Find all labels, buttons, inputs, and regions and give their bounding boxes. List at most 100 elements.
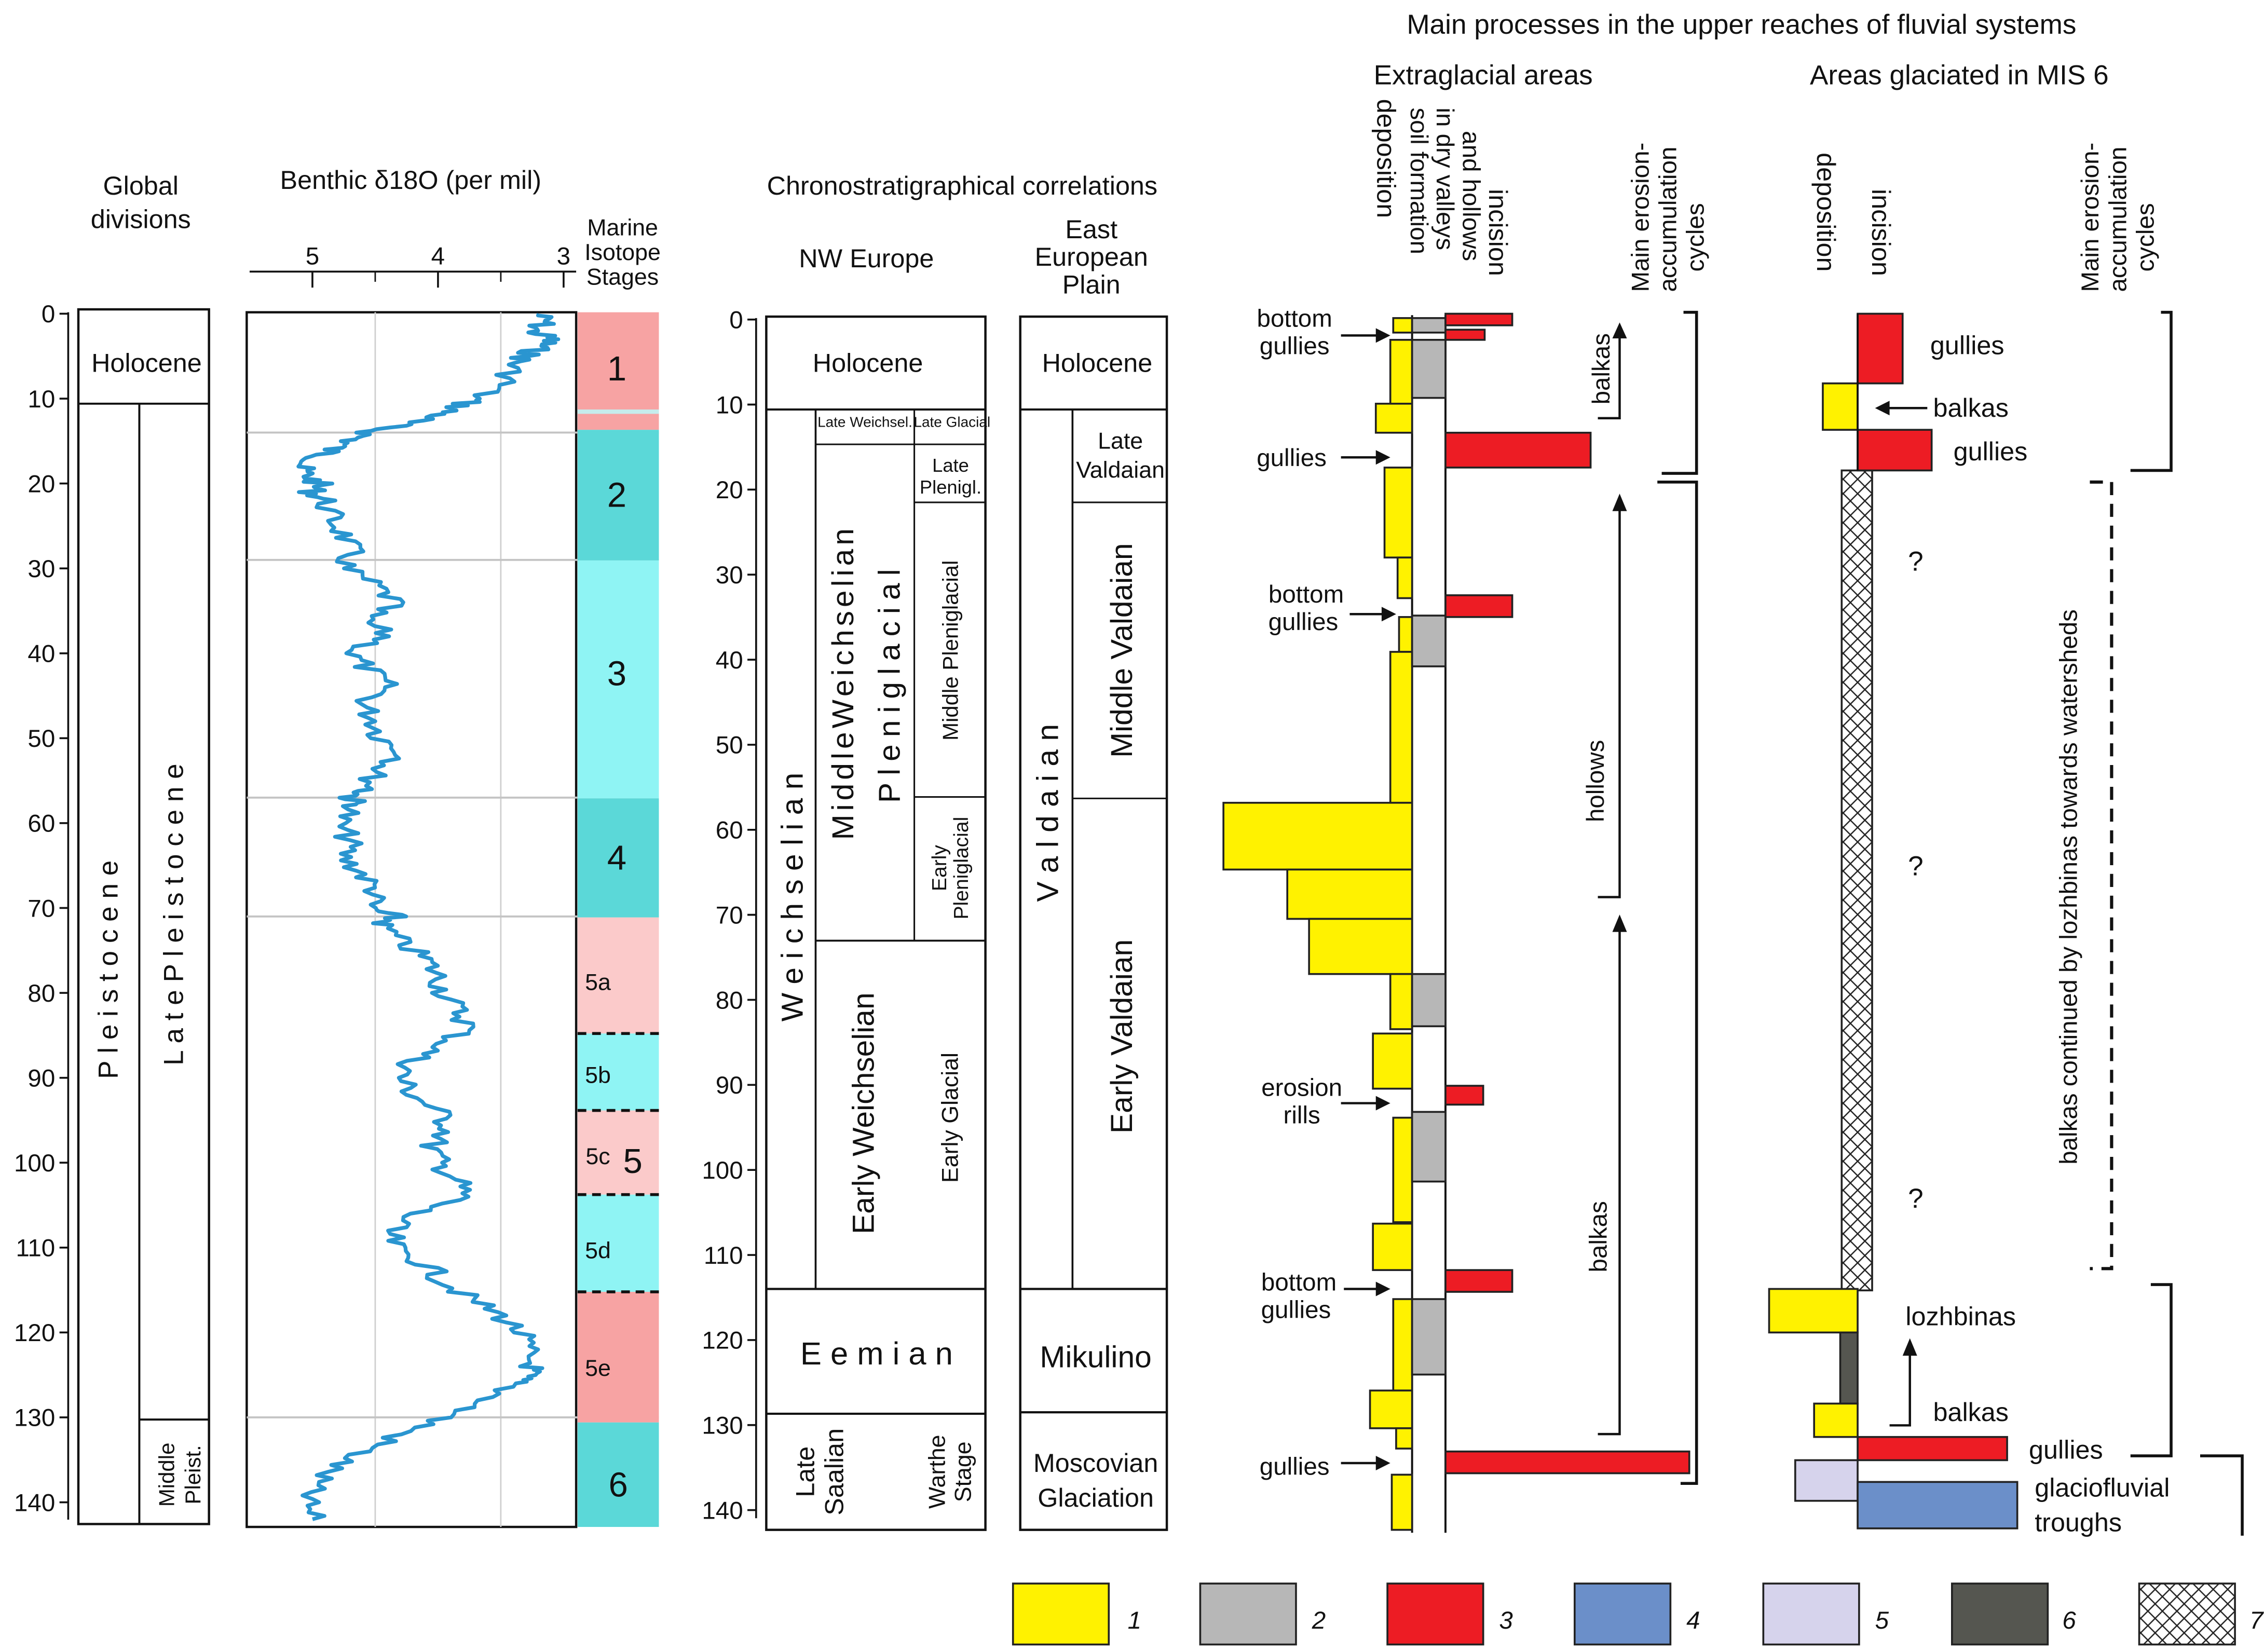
cycle-arrow-hollows (1598, 508, 1621, 898)
glaciated-gullies-1: gullies (1930, 331, 2004, 360)
ee-moscovian-2: Glaciation (1038, 1483, 1154, 1512)
age-axis-chrono-tick-label: 120 (702, 1327, 743, 1355)
mis-label-6: 6 (608, 1465, 628, 1504)
main-title: Main processes in the upper reaches of f… (1407, 9, 2076, 40)
legend-swatch-3 (1386, 1582, 1484, 1646)
age-axis-left-tick-label: 60 (28, 810, 55, 838)
extra-dep-bar (1389, 338, 1413, 405)
nw-holocene: Holocene (813, 348, 923, 377)
glaciated-hatched-bar (1840, 469, 1873, 1292)
extra-incision-bar (1444, 1450, 1690, 1474)
glaciated-col-cycles-2: accumulation (2104, 147, 2132, 292)
extra-incision-bar (1444, 329, 1486, 341)
ee-plain-header-1: East (1065, 214, 1117, 244)
age-axis-left-tick-label: 0 (42, 301, 55, 328)
nw-late-saalian-1: Late (790, 1446, 820, 1497)
age-axis-left-tick-label: 40 (28, 640, 55, 668)
extra-soil-bar (1411, 1111, 1447, 1183)
extra-dep-bar (1383, 467, 1413, 559)
cycle-arrow-head (1612, 494, 1627, 511)
cycle-balkas-top: balkas (1588, 333, 1615, 404)
extra-erosion-rills-1: erosion (1261, 1074, 1342, 1102)
glaciated-incision-bar (1857, 312, 1904, 385)
glaciated-glaciofluvial-2: troughs (2035, 1507, 2122, 1537)
age-axis-chrono-tick-label: 30 (716, 562, 743, 589)
extra-dep-bar (1395, 1427, 1413, 1450)
age-axis-left-tick-label: 50 (28, 725, 55, 753)
age-axis-chrono-tick-label: 10 (716, 391, 743, 419)
legend-swatch-4 (1574, 1582, 1672, 1646)
extra-col-cycles-3: cycles (1682, 203, 1710, 271)
ee-valdaian: V a l d a i a n (1031, 724, 1065, 902)
age-axis-chrono-tick-label: 90 (716, 1072, 743, 1099)
glaciated-dashed-bracket (2090, 480, 2113, 1271)
extra-arrow-head (1375, 1281, 1390, 1296)
extra-col-soil-1: soil formation (1405, 107, 1433, 254)
glaciated-gullies-3: gullies (2029, 1435, 2103, 1465)
mis-header-1: Marine (587, 215, 658, 240)
benthic-plot-frame (246, 311, 578, 1528)
benthic-x-tick-label: 3 (557, 242, 570, 270)
glaciated-col-cycles-1: Main erosion- (2077, 143, 2104, 292)
legend-label-4: 4 (1686, 1607, 1700, 1634)
extra-bottom-gullies-2b: gullies (1269, 608, 1339, 636)
age-axis-left-tick-label: 30 (28, 555, 55, 583)
extra-bottom-gullies-3a: bottom (1261, 1268, 1336, 1296)
age-axis-chrono-tick-label: 20 (716, 476, 743, 504)
extra-bottom-gullies-1a: bottom (1257, 305, 1332, 333)
extra-arrow-head (1375, 1456, 1390, 1470)
mis-stage-5c-box (577, 1110, 659, 1195)
ee-moscovian-1: Moscovian (1033, 1448, 1158, 1478)
extra-soil-bar (1411, 338, 1447, 399)
glaciated-continued-text: balkas continued by lozhbinas towards wa… (2055, 609, 2082, 1165)
glaciated-incision-bar (1857, 429, 1933, 472)
age-axis-chrono: 0 10 20 30 40 50 60 70 80 90 100 110 120 130 140 (702, 306, 757, 1524)
benthic-x-tick-label: 5 (306, 242, 319, 270)
ee-holocene: Holocene (1042, 348, 1153, 377)
benthic-header: Benthic δ18O (per mil) (280, 165, 542, 195)
cycle-bracket-2 (1657, 481, 1698, 1485)
legend-label-3: 3 (1499, 1607, 1513, 1634)
age-axis-chrono-tick-label: 70 (716, 902, 743, 929)
mis-label-5b: 5b (585, 1062, 611, 1088)
glaciated-question-2: ? (1908, 851, 1924, 882)
extra-dep-bar (1396, 556, 1413, 599)
mis-label-2: 2 (607, 475, 626, 514)
extra-col-cycles-1: Main erosion- (1627, 143, 1654, 292)
mis-stage-3-box (577, 560, 659, 799)
age-axis-chrono-tick-label: 60 (716, 817, 743, 844)
age-axis-chrono-tick-label: 40 (716, 647, 743, 674)
mis-stage-5a-box (577, 917, 659, 1034)
extra-bottom-gullies-1b: gullies (1260, 333, 1330, 360)
extra-col-deposition: deposition (1372, 99, 1401, 218)
extra-dep-bar (1389, 973, 1413, 1030)
legend-label-6: 6 (2062, 1607, 2076, 1634)
ee-late-valdaian-1: Late (1098, 429, 1143, 454)
glaciated-panel: Areas glaciated in MIS 6 deposition inci… (1768, 60, 2244, 1537)
extra-dep-bar (1392, 1298, 1413, 1392)
extra-incision-bar (1444, 594, 1513, 618)
mis-stage-4-box (577, 798, 659, 918)
extra-soil-bar (1411, 317, 1447, 334)
global-holocene: Holocene (91, 348, 202, 377)
age-axis-left-tick-label: 10 (28, 386, 55, 413)
nw-middle-pleniglacial: Middle Pleniglacial (938, 560, 962, 740)
extra-dep-bar (1369, 1389, 1413, 1429)
extra-dep-bar (1286, 868, 1413, 920)
legend-swatch-1 (1012, 1582, 1110, 1646)
ee-late-valdaian-2: Valdaian (1076, 457, 1165, 483)
glaciated-header: Areas glaciated in MIS 6 (1810, 60, 2109, 91)
nw-weichselian: W e i c h s e l i a n (775, 773, 809, 1022)
extra-dep-bar (1374, 403, 1413, 434)
age-axis-chrono-tick-label: 100 (702, 1157, 743, 1184)
glaciated-arrow-head (1902, 1338, 1917, 1356)
glaciated-darkgrey-bar (1839, 1331, 1859, 1405)
extra-dep-bar (1392, 1116, 1413, 1223)
nw-middle-weichselian: MiddleWeichselian (826, 525, 860, 840)
glaciated-dep-bar (1813, 1402, 1859, 1438)
extra-dep-bar (1372, 1222, 1413, 1271)
age-axis-left-tick-label: 120 (14, 1319, 55, 1347)
glaciated-balkas-1: balkas (1933, 393, 2008, 422)
extra-incision-bar (1444, 312, 1513, 326)
age-axis-chrono-tick-label: 50 (716, 732, 743, 759)
